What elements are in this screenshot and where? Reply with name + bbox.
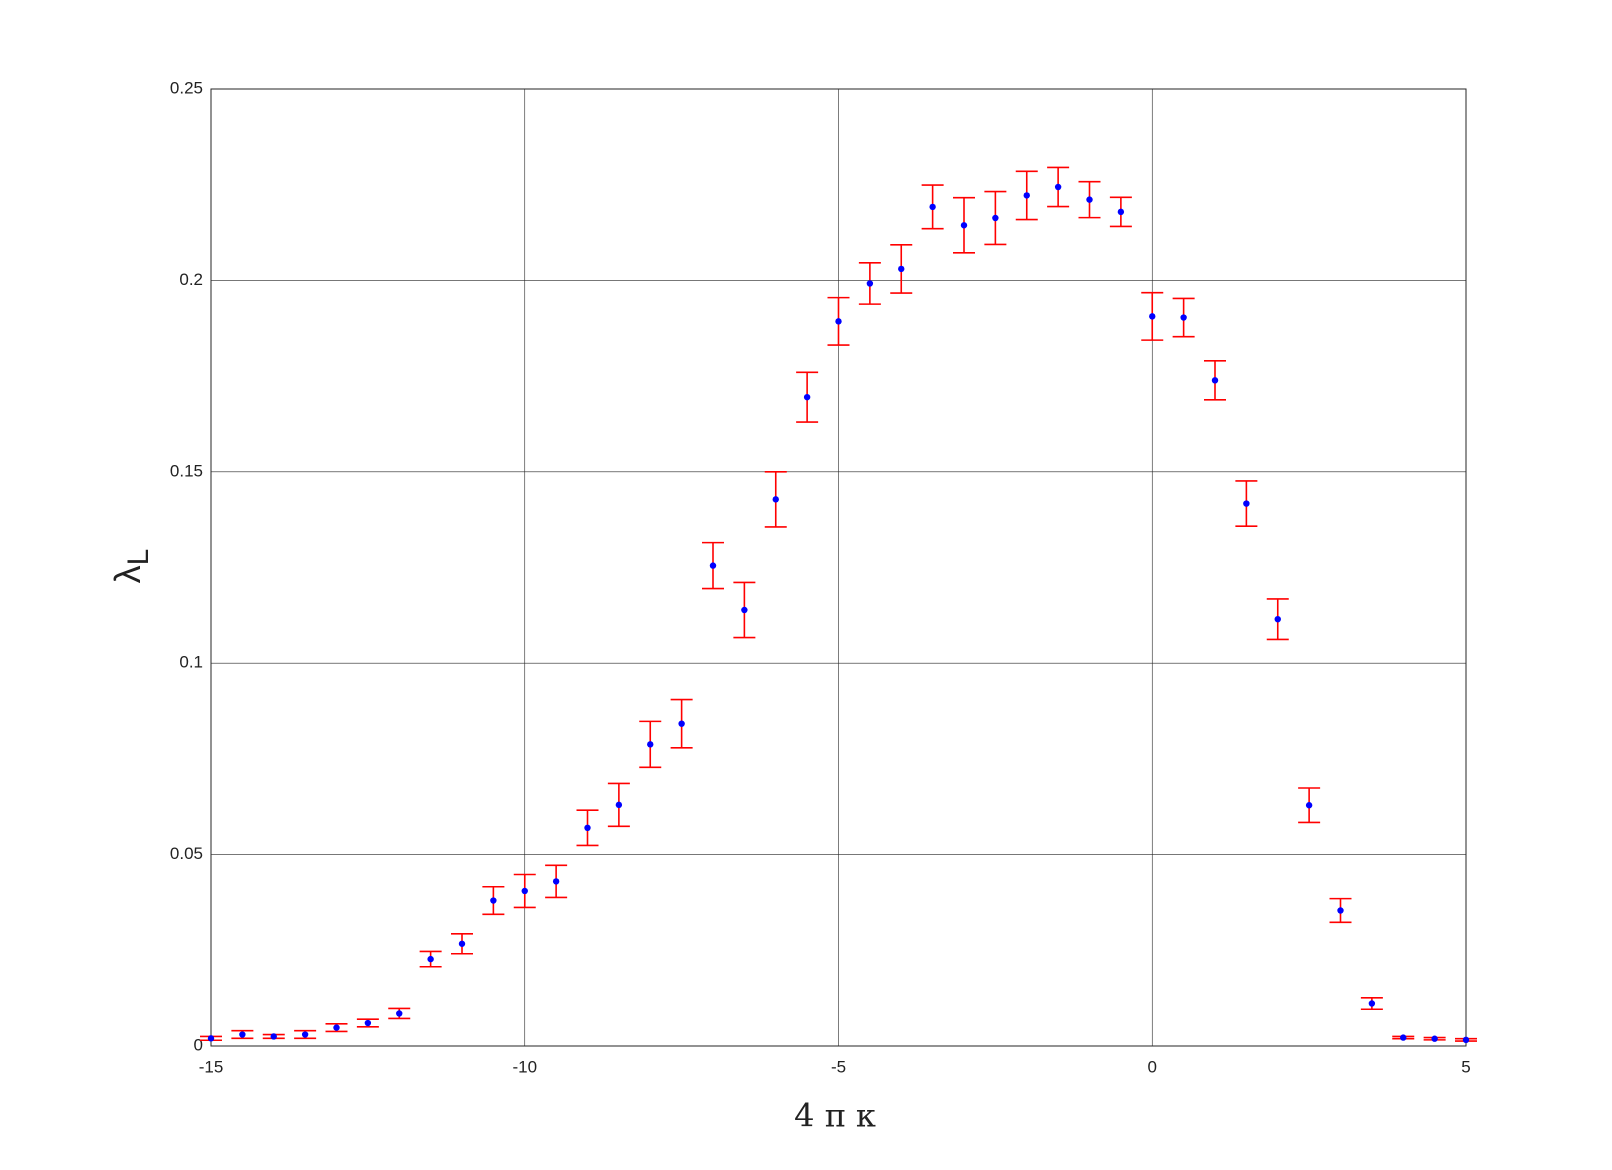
data-point	[427, 955, 434, 963]
data-point	[521, 887, 528, 895]
data-point	[552, 878, 560, 885]
data-point	[1086, 196, 1093, 203]
y-tick-label: 0.05	[170, 844, 203, 863]
data-point	[1431, 1035, 1438, 1042]
data-point	[1054, 183, 1062, 191]
data-point	[1023, 192, 1030, 199]
data-point	[584, 824, 591, 832]
data-point	[333, 1024, 340, 1031]
data-point	[615, 801, 623, 809]
data-point	[992, 214, 999, 222]
data-point	[1337, 907, 1344, 914]
data-point	[364, 1019, 372, 1027]
data-point	[239, 1031, 246, 1038]
x-tick-label: 5	[1461, 1057, 1470, 1076]
data-point	[1368, 1000, 1376, 1007]
data-point	[866, 280, 874, 287]
y-tick-label: 0.25	[170, 78, 203, 97]
data-point	[396, 1010, 403, 1017]
x-tick-label: -15	[199, 1057, 224, 1076]
data-point	[1149, 313, 1156, 320]
data-point	[1243, 500, 1250, 507]
y-label-symbol: λ	[107, 565, 148, 583]
data-point	[898, 265, 905, 273]
data-point	[772, 496, 779, 503]
data-point	[1180, 314, 1187, 321]
data-point	[647, 741, 654, 748]
data-point	[458, 940, 466, 947]
data-point	[960, 222, 968, 229]
data-point	[1211, 377, 1219, 384]
data-point	[678, 720, 685, 727]
x-tick-label: -10	[512, 1057, 537, 1076]
data-point	[1462, 1036, 1470, 1044]
data-point	[803, 393, 811, 401]
data-point	[270, 1033, 277, 1040]
y-tick-label: 0	[194, 1035, 203, 1054]
data-point	[741, 606, 748, 614]
y-tick-label: 0.2	[179, 270, 203, 289]
data-point	[1305, 802, 1313, 809]
data-point	[1274, 615, 1281, 623]
y-tick-label: 0.1	[179, 653, 203, 672]
y-label-subscript: L	[122, 549, 155, 566]
data-point	[709, 562, 717, 569]
data-point	[207, 1035, 215, 1042]
data-point	[835, 318, 842, 325]
y-tick-label: 0.15	[170, 461, 203, 480]
x-tick-label: -5	[831, 1057, 846, 1076]
data-point	[1400, 1034, 1407, 1041]
x-axis-label: 4 π κ	[794, 1097, 876, 1135]
data-point	[929, 203, 936, 211]
data-point	[301, 1031, 309, 1038]
x-tick-label: 0	[1148, 1057, 1157, 1076]
y-axis-label: λL	[107, 549, 155, 584]
data-point	[1117, 208, 1125, 216]
data-point	[490, 897, 497, 904]
